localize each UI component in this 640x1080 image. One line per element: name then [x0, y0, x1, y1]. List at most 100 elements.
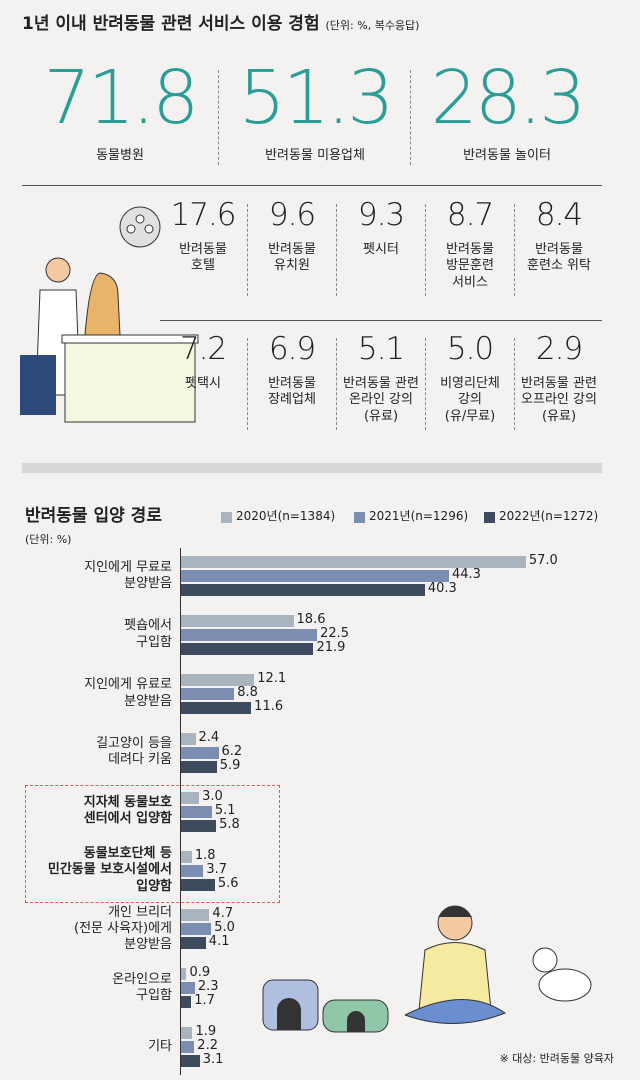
stat-value: 8.7 [446, 197, 494, 233]
value-label: 11.6 [254, 698, 284, 714]
category-label: 기타 [148, 1039, 172, 1055]
separator [247, 338, 248, 430]
bar [181, 878, 215, 891]
rule [160, 320, 602, 321]
separator [218, 70, 219, 165]
stat-label: 펫시터 [363, 242, 399, 257]
value-label: 22.5 [320, 625, 350, 641]
separator [410, 70, 411, 165]
bar [181, 584, 425, 596]
stat-value: 5.0 [446, 331, 494, 367]
legend-swatch [484, 512, 495, 523]
axis-line [180, 548, 181, 1075]
value-label: 5.6 [217, 875, 239, 891]
value-label: 1.9 [195, 1024, 217, 1040]
category-label: 지인에게 유료로 분양받음 [84, 677, 172, 709]
stat-label: 반려동물 관련 온라인 강의 (유료) [343, 376, 419, 424]
stat-label: 반려동물 방문훈련 서비스 [446, 242, 494, 290]
separator [247, 204, 248, 296]
value-label: 0.9 [189, 965, 211, 981]
legend-swatch [354, 512, 365, 523]
stat-label: 동물병원 [96, 148, 144, 163]
bar [181, 982, 195, 995]
bar [181, 937, 206, 950]
value-label: 12.1 [257, 670, 287, 686]
separator [336, 338, 337, 430]
stat-value: 6.9 [268, 331, 316, 367]
value-label: 3.7 [206, 861, 228, 877]
bar [181, 687, 235, 700]
value-label: 2.4 [198, 729, 220, 745]
bar [181, 746, 219, 759]
category-label: 동물보호단체 등 민간동물 보호시설에서 입양함 [47, 846, 172, 894]
divider [22, 463, 602, 473]
value-label: 5.0 [214, 920, 235, 936]
chart-title: 반려동물 입양 경로 [25, 506, 162, 526]
title-text: 1년 이내 반려동물 관련 서비스 이용 경험 [22, 14, 320, 34]
stat-value: 8.4 [535, 197, 583, 233]
bar [181, 805, 212, 818]
bar [181, 732, 196, 745]
value-label: 3.1 [202, 1052, 224, 1068]
bar [181, 1055, 200, 1068]
separator [425, 338, 426, 430]
category-label: 펫숍에서 구입함 [124, 618, 172, 650]
bar [181, 864, 204, 877]
bar [181, 642, 314, 655]
stat-value: 5.1 [357, 331, 405, 367]
bar [181, 850, 192, 863]
bar [181, 570, 449, 582]
legend-swatch [221, 512, 232, 523]
stat-label: 반려동물 훈련소 위탁 [527, 242, 591, 274]
stat-value: 2.9 [535, 331, 583, 367]
stat-value: 9.6 [268, 197, 316, 233]
stat-label: 반려동물 놀이터 [463, 148, 551, 163]
value-label: 44.3 [452, 567, 481, 582]
stat-value: 17.6 [170, 197, 236, 233]
legend-label: 2022년(n=1272) [499, 509, 599, 523]
stat-label: 반려동물 미용업체 [265, 148, 365, 163]
value-label: 21.9 [316, 639, 346, 655]
value-label: 18.6 [296, 611, 326, 627]
value-label: 5.9 [219, 757, 241, 773]
bar [181, 614, 294, 627]
highlight-box [25, 785, 280, 903]
stat-value: 7.2 [179, 331, 227, 367]
vet-illustration [20, 206, 199, 423]
separator [514, 204, 515, 296]
category-label: 온라인으로 구입함 [112, 971, 172, 1004]
value-label: 2.2 [197, 1038, 218, 1054]
value-label: 1.7 [194, 993, 215, 1009]
stat-value: 51.3 [238, 55, 395, 141]
value-label: 57.0 [528, 553, 558, 568]
bar [181, 968, 187, 981]
bar [181, 556, 526, 568]
rule [22, 185, 602, 186]
stat-value: 28.3 [430, 55, 587, 141]
value-label: 6.2 [221, 743, 243, 759]
value-label: 5.8 [219, 816, 240, 832]
value-label: 1.8 [194, 847, 216, 863]
value-label: 3.0 [202, 788, 223, 804]
bar [181, 1041, 195, 1054]
owner-illustration [262, 905, 592, 1033]
bar [181, 673, 255, 686]
value-label: 5.1 [214, 802, 236, 818]
chart-unit: (단위: %) [25, 533, 72, 546]
bar [181, 791, 200, 804]
separator [336, 204, 337, 296]
stat-label: 반려동물 장례업체 [268, 376, 316, 408]
value-label: 4.1 [208, 934, 230, 950]
separator [425, 204, 426, 296]
category-label: 개인 브리더 (전문 사육자)에게 분양받음 [74, 904, 172, 953]
stat-label: 반려동물 관련 오프라인 강의 (유료) [521, 376, 597, 424]
bar [181, 760, 217, 773]
value-label: 40.3 [427, 581, 457, 596]
stat-label: 반려동물 유치원 [268, 242, 316, 274]
stat-label: 비영리단체 강의 (유/무료) [440, 376, 500, 424]
legend-label: 2020년(n=1384) [236, 509, 336, 523]
separator [514, 338, 515, 430]
title: 1년 이내 반려동물 관련 서비스 이용 경험 (단위: %, 복수응답) [22, 14, 419, 35]
bar [181, 628, 318, 641]
